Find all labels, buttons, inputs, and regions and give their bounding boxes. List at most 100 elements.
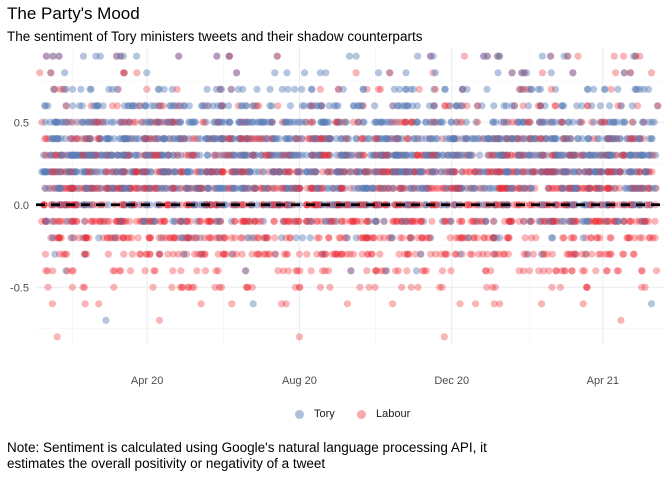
point-tory xyxy=(215,118,223,126)
point-labour xyxy=(359,135,367,143)
point-labour xyxy=(289,217,297,225)
point-labour xyxy=(128,234,136,242)
point-tory xyxy=(378,168,386,176)
point-tory xyxy=(272,135,281,143)
point-tory xyxy=(356,151,364,159)
point-labour xyxy=(408,217,417,225)
point-labour xyxy=(513,135,521,143)
point-labour xyxy=(574,52,582,60)
point-tory xyxy=(385,151,393,159)
point-labour xyxy=(306,135,314,143)
point-tory xyxy=(469,184,478,192)
point-tory xyxy=(465,234,473,242)
point-labour xyxy=(82,151,90,159)
point-tory xyxy=(444,151,452,159)
point-labour xyxy=(58,184,67,192)
point-tory xyxy=(68,234,76,242)
point-tory xyxy=(642,201,650,209)
point-labour xyxy=(464,151,472,159)
point-labour xyxy=(489,250,498,258)
point-tory xyxy=(44,102,52,110)
point-tory xyxy=(48,168,56,176)
point-tory xyxy=(90,168,98,176)
point-tory xyxy=(117,135,125,143)
point-labour xyxy=(390,184,398,192)
point-tory xyxy=(587,168,595,176)
point-labour xyxy=(374,184,382,192)
point-labour xyxy=(136,217,144,225)
point-tory xyxy=(403,151,411,159)
point-labour xyxy=(309,184,317,192)
point-tory xyxy=(158,184,166,192)
point-labour xyxy=(542,168,550,176)
point-labour xyxy=(265,168,273,176)
point-labour xyxy=(83,168,91,176)
point-tory xyxy=(449,151,457,159)
point-labour xyxy=(566,168,574,176)
point-labour xyxy=(496,300,504,308)
point-labour xyxy=(197,250,205,258)
point-tory xyxy=(560,52,568,60)
point-labour xyxy=(519,168,527,176)
point-labour xyxy=(255,217,263,225)
x-tick-label: Apr 21 xyxy=(587,375,619,387)
point-tory xyxy=(424,151,433,159)
point-tory xyxy=(49,184,58,192)
point-tory xyxy=(547,234,556,242)
point-tory xyxy=(147,118,155,126)
point-tory xyxy=(159,135,168,143)
point-labour xyxy=(403,217,411,225)
point-labour xyxy=(225,52,234,60)
point-labour xyxy=(89,201,97,209)
point-labour xyxy=(441,250,449,258)
point-labour xyxy=(318,102,326,110)
point-tory xyxy=(571,250,579,258)
point-tory xyxy=(67,135,75,143)
point-tory xyxy=(422,184,430,192)
point-labour xyxy=(280,151,288,159)
point-labour xyxy=(624,234,632,242)
point-tory xyxy=(170,135,178,143)
point-labour xyxy=(413,135,421,143)
point-labour xyxy=(261,250,269,258)
point-labour xyxy=(242,283,250,291)
point-tory xyxy=(169,118,177,126)
point-tory xyxy=(647,300,656,308)
point-labour xyxy=(77,118,85,126)
point-labour xyxy=(51,184,59,192)
point-labour xyxy=(516,184,524,192)
point-tory xyxy=(462,184,470,192)
point-labour xyxy=(119,234,128,242)
point-tory xyxy=(69,85,77,93)
point-labour xyxy=(444,151,452,159)
point-tory xyxy=(168,85,176,93)
point-labour xyxy=(229,168,237,176)
point-tory xyxy=(478,102,486,110)
point-labour xyxy=(170,184,178,192)
point-labour xyxy=(104,184,112,192)
point-tory xyxy=(376,118,384,126)
point-labour xyxy=(430,118,439,126)
point-labour xyxy=(483,52,491,60)
point-labour xyxy=(286,168,294,176)
point-labour xyxy=(426,135,434,143)
point-tory xyxy=(174,151,182,159)
point-labour xyxy=(582,250,590,258)
point-tory xyxy=(623,184,631,192)
point-tory xyxy=(218,135,226,143)
point-tory xyxy=(636,135,645,143)
point-tory xyxy=(271,135,279,143)
point-labour xyxy=(138,184,146,192)
point-tory xyxy=(70,168,78,176)
point-tory xyxy=(115,184,123,192)
point-tory xyxy=(57,135,65,143)
point-tory xyxy=(80,217,89,225)
point-tory xyxy=(110,184,118,192)
point-labour xyxy=(611,168,619,176)
point-tory xyxy=(171,102,179,110)
point-tory xyxy=(75,201,83,209)
point-tory xyxy=(235,151,244,159)
point-labour xyxy=(249,151,257,159)
point-labour xyxy=(400,168,408,176)
point-tory xyxy=(232,184,240,192)
